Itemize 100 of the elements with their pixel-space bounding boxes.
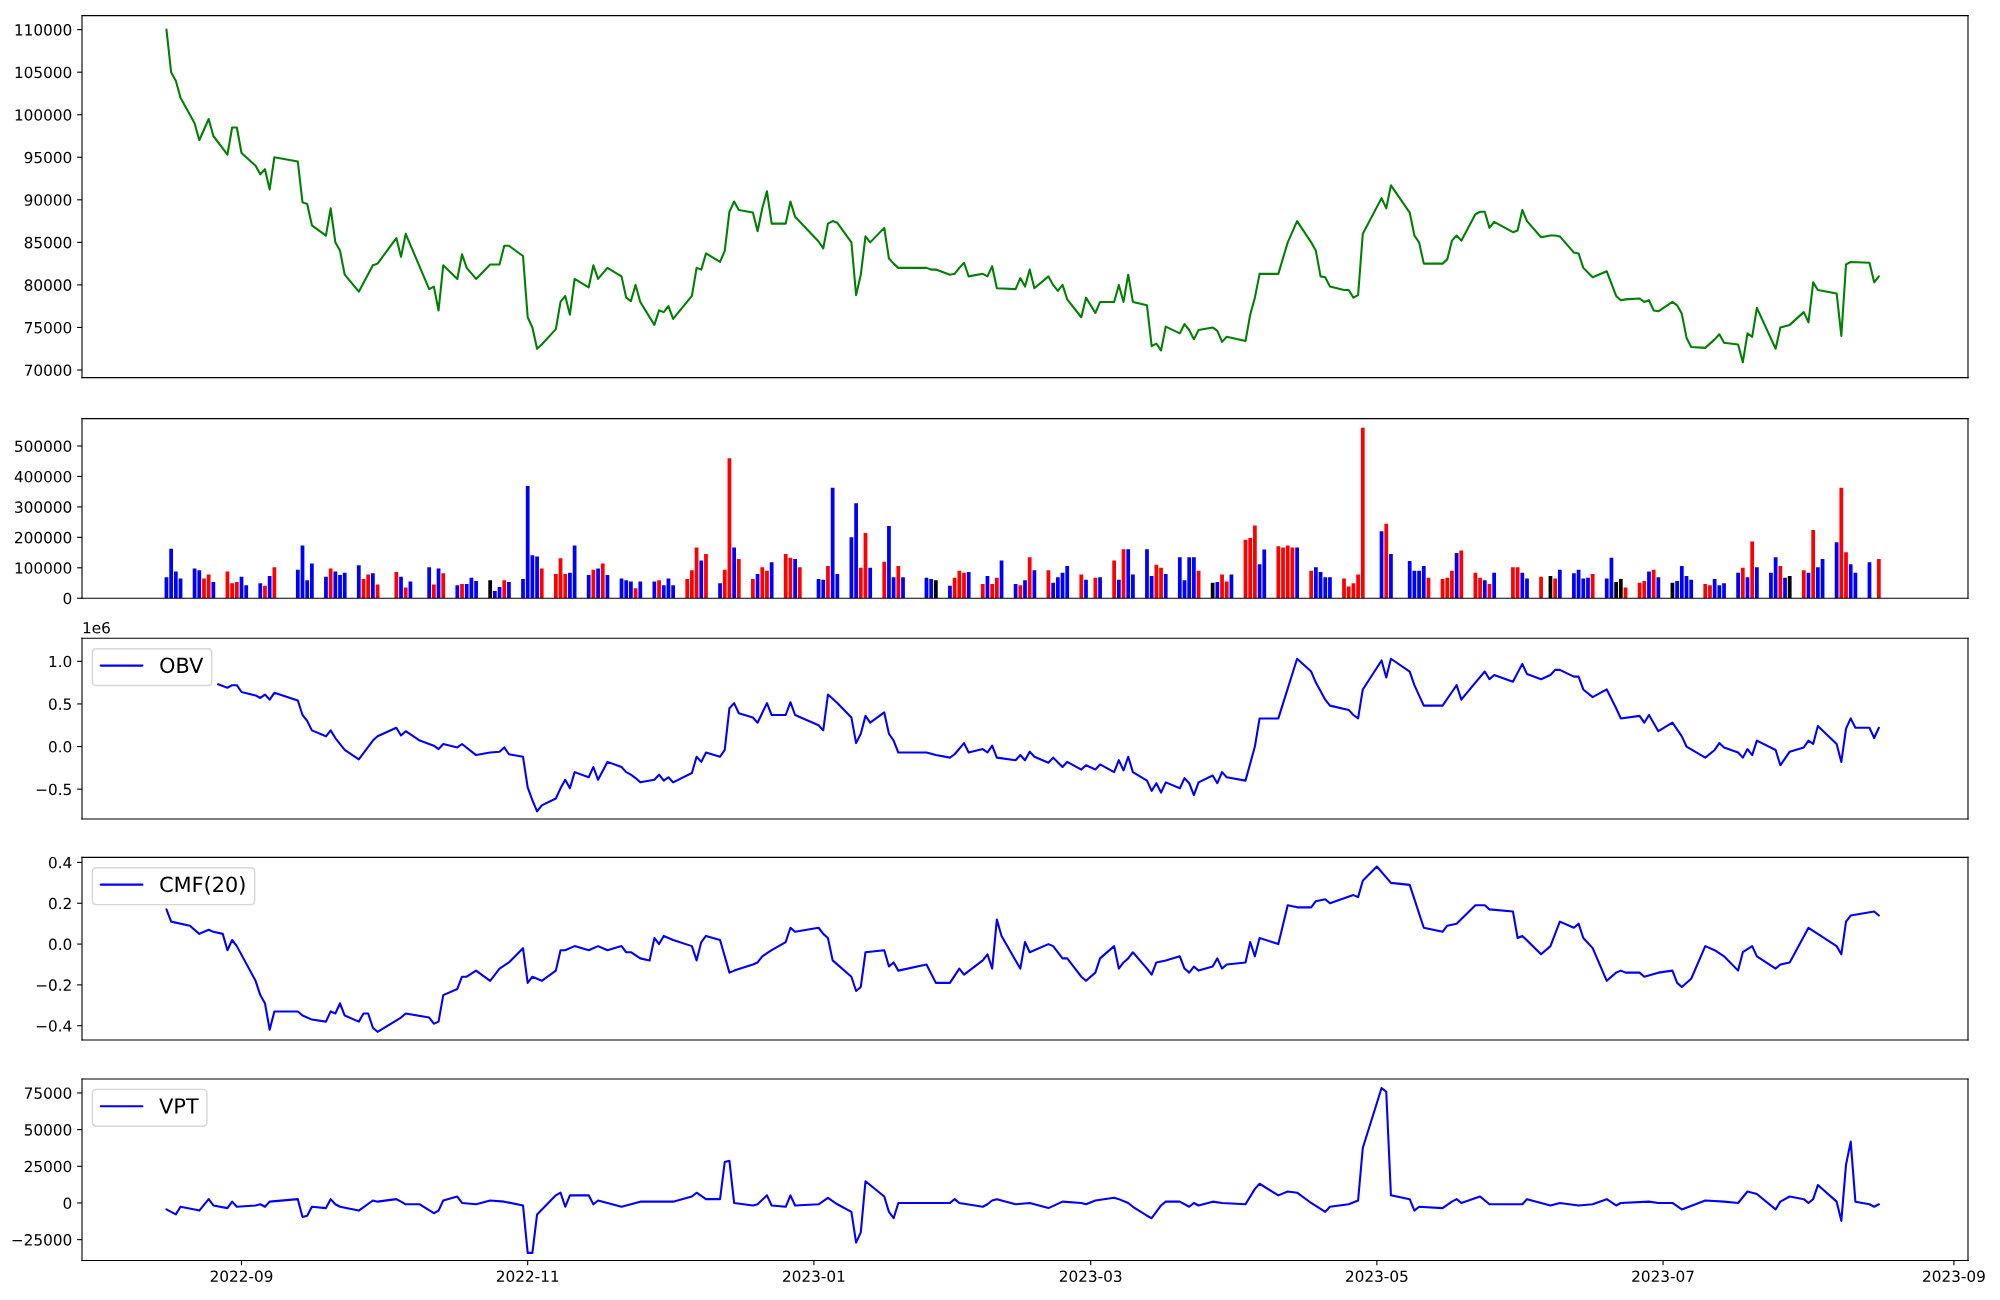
bar <box>324 576 328 599</box>
bar <box>1027 557 1032 599</box>
bar <box>356 565 361 599</box>
y-tick-label: 80000 <box>24 279 72 291</box>
bar <box>1384 523 1389 599</box>
bar <box>403 587 408 599</box>
bar <box>427 567 432 599</box>
bar <box>535 556 539 599</box>
bar <box>769 562 774 599</box>
bar <box>1098 577 1102 599</box>
bar <box>1276 546 1281 599</box>
y-tick-label: 500000 <box>15 440 72 453</box>
bar <box>431 584 436 599</box>
bar <box>1055 577 1060 599</box>
bar <box>652 581 657 599</box>
bar <box>704 554 708 599</box>
bar <box>1389 554 1393 599</box>
y-tick-label: −0.2 <box>36 979 71 991</box>
bar <box>1703 583 1708 599</box>
bar <box>525 485 530 599</box>
line-series <box>165 28 1880 364</box>
x-tick-label: 2023-03 <box>1059 1270 1122 1283</box>
bar <box>1177 557 1182 599</box>
y-tick-label: 1.0 <box>49 655 72 668</box>
bar <box>896 565 901 599</box>
y-tick-label: 0 <box>63 592 72 605</box>
y-tick-label: 0.5 <box>48 698 71 710</box>
bar <box>507 582 511 599</box>
y-tick-label: 90000 <box>24 194 72 206</box>
bar <box>211 582 216 599</box>
bar <box>1755 567 1759 599</box>
bar <box>1093 577 1098 599</box>
legend-label: CMF(20) <box>160 876 245 895</box>
bar <box>868 567 873 599</box>
bar <box>1154 564 1159 599</box>
x-tick-label: 2023-09 <box>1923 1270 1985 1283</box>
bar <box>1262 549 1267 599</box>
bar <box>1511 567 1515 599</box>
bar <box>333 571 338 599</box>
bar <box>624 580 629 599</box>
bar <box>882 561 887 599</box>
bar <box>1689 579 1694 599</box>
bar <box>826 565 830 599</box>
y-tick-label: 75000 <box>24 321 72 334</box>
bar <box>1539 576 1543 599</box>
y-tick-label: 105000 <box>15 66 72 79</box>
bar <box>1783 577 1787 599</box>
x-tick-label: 2022-09 <box>210 1270 273 1283</box>
bar <box>169 548 174 599</box>
y-tick-label: 95000 <box>24 151 72 164</box>
y-tick-label: 50000 <box>24 1124 72 1136</box>
bar <box>1187 557 1192 599</box>
bar <box>1065 565 1070 599</box>
bar <box>1023 580 1027 599</box>
bar <box>586 575 591 599</box>
legend-label: VPT <box>159 1098 199 1114</box>
bar <box>699 560 704 599</box>
bar <box>1839 487 1844 599</box>
y-tick-label: 110000 <box>15 24 72 36</box>
bar <box>234 582 239 599</box>
bar <box>394 572 399 599</box>
bar <box>1478 577 1482 599</box>
bar <box>1215 582 1220 599</box>
bar <box>1360 427 1365 599</box>
y-tick-label: 0 <box>63 1197 72 1209</box>
bar <box>1679 565 1684 599</box>
bar <box>1712 579 1717 599</box>
y-tick-label: 25000 <box>24 1160 72 1173</box>
x-tick-label: 2023-01 <box>783 1270 845 1283</box>
bar <box>502 580 507 599</box>
bar <box>455 585 460 599</box>
bar <box>1112 560 1117 599</box>
bar <box>272 567 277 599</box>
bar <box>600 563 605 599</box>
bar <box>1572 573 1576 599</box>
bar <box>1520 572 1525 599</box>
y-tick-label: −25000 <box>12 1234 72 1246</box>
bar <box>371 573 375 599</box>
bar <box>994 577 999 599</box>
text: 1e6 <box>83 621 110 634</box>
bar <box>441 573 446 599</box>
bar <box>1309 570 1314 599</box>
bar <box>657 580 661 599</box>
x-tick-label: 2023-05 <box>1346 1270 1408 1283</box>
bar <box>1285 545 1290 599</box>
bar <box>1421 565 1426 599</box>
bar <box>328 568 333 599</box>
y-tick-label: 0.2 <box>48 897 71 910</box>
bar <box>596 568 600 599</box>
legend-label: OBV <box>160 657 204 674</box>
bar <box>751 579 755 599</box>
bar <box>1750 541 1755 599</box>
y-tick-label: 75000 <box>24 1087 72 1099</box>
bar <box>732 547 736 599</box>
bar <box>1557 569 1562 599</box>
bar <box>718 583 722 599</box>
bar <box>1811 530 1816 599</box>
y-tick-label: 300000 <box>15 501 72 513</box>
bar <box>474 580 478 599</box>
y-tick-label: −0.4 <box>36 1020 72 1032</box>
